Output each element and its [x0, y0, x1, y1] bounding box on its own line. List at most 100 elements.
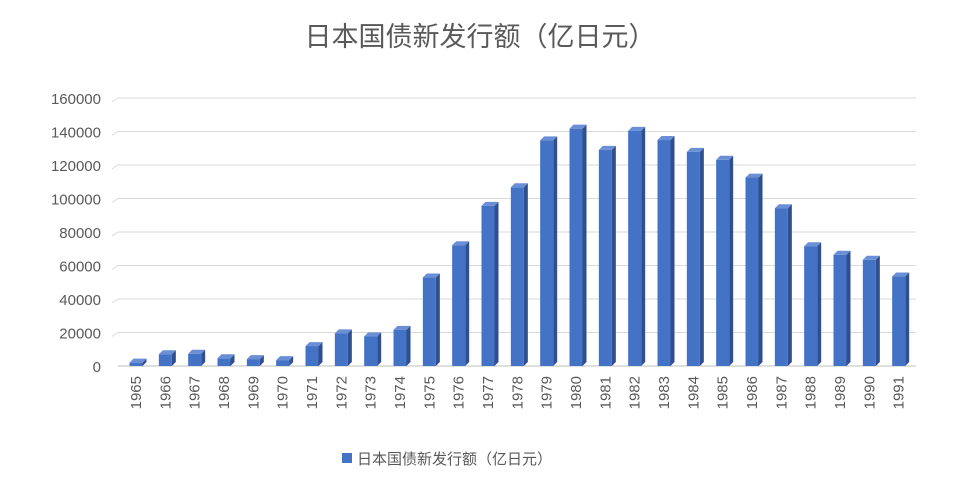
bar-side [817, 242, 822, 366]
bar-top [892, 272, 910, 277]
bar-1989 [833, 250, 851, 366]
x-tick-label: 1966 [157, 376, 174, 409]
gridline-depth [111, 97, 119, 103]
x-tick-label: 1965 [128, 376, 145, 409]
bar-top [716, 155, 734, 160]
x-tick-label: 1979 [539, 376, 556, 409]
bar-front [628, 130, 642, 366]
bar-side [289, 356, 294, 366]
bar-1973 [364, 332, 382, 366]
y-tick-label: 140000 [51, 125, 101, 142]
x-tick-label: 1981 [597, 376, 614, 409]
x-tick-label: 1975 [421, 376, 438, 409]
bar-side [142, 358, 147, 366]
bar-top [686, 147, 704, 152]
x-tick-label: 1972 [333, 376, 350, 409]
x-tick-label: 1974 [392, 376, 409, 409]
bar-1988 [804, 242, 822, 366]
bar-front [686, 151, 700, 366]
bar-top [833, 250, 851, 255]
bar-side [171, 350, 176, 366]
y-tick-label: 40000 [59, 292, 101, 309]
bar-front [745, 177, 759, 366]
bar-side [523, 183, 528, 366]
bar-top [774, 204, 792, 209]
bar-1965 [129, 358, 147, 366]
x-tick-label: 1982 [627, 376, 644, 409]
bar-top [628, 126, 646, 131]
bar-side [905, 272, 910, 366]
bar-side [758, 173, 763, 366]
bar-1983 [657, 136, 675, 366]
bar-front [334, 333, 348, 366]
bar-side [377, 332, 382, 366]
x-tick-label: 1986 [744, 376, 761, 409]
x-tick-label: 1969 [245, 376, 262, 409]
x-tick-label: 1988 [803, 376, 820, 409]
bar-side [787, 204, 792, 366]
bar-1966 [158, 350, 176, 366]
bar-front [540, 140, 554, 366]
bar-top [569, 124, 587, 129]
bar-1975 [422, 273, 440, 366]
bar-top [452, 241, 470, 246]
bar-front [510, 187, 524, 366]
bar-1978 [510, 183, 528, 366]
x-tick-label: 1990 [861, 376, 878, 409]
bar-side [553, 136, 558, 366]
x-tick-label: 1983 [656, 376, 673, 409]
bar-top [246, 355, 264, 360]
bar-1987 [774, 204, 792, 366]
bar-top [657, 136, 675, 141]
bar-front [188, 353, 202, 366]
y-tick-label: 60000 [59, 259, 101, 276]
bar-top [481, 201, 499, 206]
gridline-depth [111, 265, 119, 270]
bar-side [729, 155, 734, 366]
bar-front [422, 277, 436, 366]
bar-side [201, 349, 206, 366]
bar-1984 [686, 147, 704, 366]
bar-1972 [334, 329, 352, 366]
bar-front [716, 159, 730, 366]
bar-1985 [716, 155, 734, 366]
bar-top [540, 136, 558, 141]
y-tick-label: 160000 [51, 91, 101, 108]
bar-front [774, 208, 788, 366]
x-tick-label: 1973 [363, 376, 380, 409]
bar-side [670, 136, 675, 366]
bar-top [804, 242, 822, 247]
bar-side [582, 124, 587, 366]
x-tick-label: 1977 [480, 376, 497, 409]
bar-top [598, 145, 616, 150]
bar-front [892, 276, 906, 366]
bar-top [422, 273, 440, 278]
bar-front [276, 360, 290, 366]
bar-top [510, 183, 528, 188]
x-tick-label: 1980 [568, 376, 585, 409]
bar-top [158, 350, 176, 355]
bar-top [364, 332, 382, 337]
y-tick-label: 120000 [51, 158, 101, 175]
bar-1990 [862, 255, 880, 366]
y-tick-label: 80000 [59, 225, 101, 242]
y-tick-label: 100000 [51, 192, 101, 209]
gridline-depth [111, 298, 119, 304]
x-tick-label: 1984 [685, 376, 702, 409]
x-tick-label: 1985 [715, 376, 732, 409]
bar-side [641, 126, 646, 366]
bar-top [217, 354, 235, 359]
bar-side [259, 355, 264, 366]
bar-top [129, 358, 147, 363]
bar-1976 [452, 241, 470, 366]
bar-top [334, 329, 352, 334]
bar-top [276, 356, 294, 361]
legend-label: 日本国债新发行额（亿日元） [357, 450, 552, 468]
x-tick-label: 1991 [891, 376, 908, 409]
bar-front [364, 336, 378, 366]
gridline-depth [111, 198, 119, 203]
bar-1971 [305, 342, 323, 366]
x-tick-label: 1967 [187, 376, 204, 409]
x-tick-label: 1987 [773, 376, 790, 409]
